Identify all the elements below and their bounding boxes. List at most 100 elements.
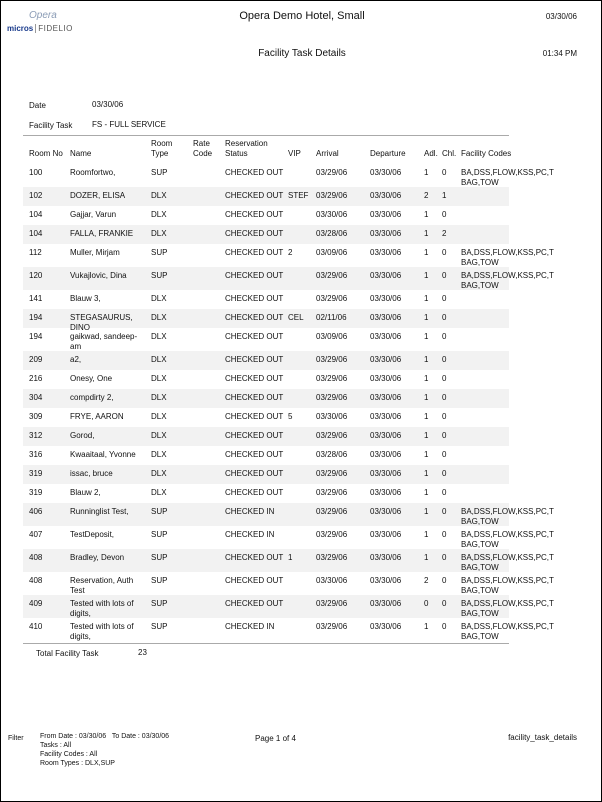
cell-codes: BA,DSS,FLOW,KSS,PC,T BAG,TOW (461, 553, 554, 572)
cell-room: 112 (29, 248, 42, 257)
table-row: 407 TestDeposit, SUP CHECKED IN 03/29/06 03/3… (23, 526, 554, 549)
cell-name: Blauw 2, (70, 488, 101, 497)
table-row: 410 Tested with lots of digits, SUP CHECKED… (23, 618, 554, 641)
cell-room: 409 (29, 599, 43, 608)
cell-chl: 0 (442, 332, 447, 341)
cell-arr: 03/29/06 (316, 393, 348, 402)
cell-vip: 5 (288, 412, 293, 421)
cell-arr: 03/09/06 (316, 332, 348, 341)
table-row: 104 Gajjar, Varun DLX CHECKED OUT 03/30/06 03… (23, 206, 509, 225)
cell-room: 194 (29, 332, 43, 341)
cell-name: Reservation, Auth Test (70, 576, 134, 595)
cell-arr: 03/30/06 (316, 412, 348, 421)
cell-arr: 03/09/06 (316, 248, 348, 257)
cell-adl: 1 (424, 553, 429, 562)
cell-arr: 03/30/06 (316, 210, 348, 219)
cell-chl: 0 (442, 210, 447, 219)
cell-status: CHECKED OUT (225, 374, 284, 383)
table-row: 312 Gorod, DLX CHECKED OUT 03/29/06 03/30/06 1… (23, 427, 509, 446)
cell-adl: 1 (424, 530, 429, 539)
cell-status: CHECKED OUT (225, 210, 284, 219)
task-table: 100 Roomfortwo, SUP CHECKED OUT 03/29/06 03/3… (23, 164, 554, 641)
cell-codes: BA,DSS,FLOW,KSS,PC,T BAG,TOW (461, 271, 554, 290)
cell-chl: 0 (442, 469, 447, 478)
col-facility-codes: Facility Codes (461, 149, 512, 158)
cell-adl: 2 (424, 576, 429, 585)
cell-name: Gorod, (70, 431, 95, 440)
col-room-type: Room Type (151, 139, 173, 158)
col-reservation-status: Reservation Status (225, 139, 268, 158)
cell-arr: 03/29/06 (316, 168, 348, 177)
cell-chl: 0 (442, 393, 447, 402)
cell-vip: 1 (288, 553, 293, 562)
cell-dep: 03/30/06 (370, 412, 402, 421)
date-label: Date (29, 101, 46, 110)
cell-arr: 03/29/06 (316, 294, 348, 303)
cell-room: 319 (29, 469, 43, 478)
cell-name: Kwaaitaal, Yvonne (70, 450, 136, 459)
cell-adl: 1 (424, 393, 429, 402)
cell-room: 309 (29, 412, 43, 421)
table-row: 141 Blauw 3, DLX CHECKED OUT 03/29/06 03/30/0… (23, 290, 509, 309)
cell-adl: 1 (424, 355, 429, 364)
cell-type: DLX (151, 229, 167, 238)
cell-adl: 1 (424, 248, 429, 257)
cell-adl: 1 (424, 271, 429, 280)
cell-type: SUP (151, 271, 168, 280)
cell-dep: 03/30/06 (370, 553, 402, 562)
cell-chl: 0 (442, 450, 447, 459)
cell-arr: 03/29/06 (316, 271, 348, 280)
cell-adl: 1 (424, 332, 429, 341)
cell-name: issac, bruce (70, 469, 113, 478)
cell-status: CHECKED OUT (225, 393, 284, 402)
cell-adl: 1 (424, 313, 429, 322)
cell-status: CHECKED OUT (225, 191, 284, 200)
cell-type: DLX (151, 412, 167, 421)
cell-chl: 0 (442, 294, 447, 303)
cell-arr: 03/29/06 (316, 599, 348, 608)
cell-arr: 03/29/06 (316, 191, 348, 200)
table-row: 209 a2, DLX CHECKED OUT 03/29/06 03/30/06 1 0 (23, 351, 509, 370)
facility-task-value: FS - FULL SERVICE (92, 120, 166, 129)
facility-task-label: Facility Task (29, 121, 73, 130)
cell-adl: 1 (424, 622, 429, 631)
cell-dep: 03/30/06 (370, 332, 402, 341)
cell-status: CHECKED OUT (225, 553, 284, 562)
cell-name: compdirty 2, (70, 393, 114, 402)
table-row: 194 gaikwad, sandeep-am DLX CHECKED OUT 03/0… (23, 328, 509, 351)
cell-status: CHECKED OUT (225, 332, 284, 341)
cell-status: CHECKED OUT (225, 168, 284, 177)
table-row: 409 Tested with lots of digits, SUP CHECKED… (23, 595, 554, 618)
total-label: Total Facility Task (36, 649, 99, 658)
cell-arr: 03/29/06 (316, 530, 348, 539)
cell-chl: 0 (442, 507, 447, 516)
cell-dep: 03/30/06 (370, 530, 402, 539)
table-row: 100 Roomfortwo, SUP CHECKED OUT 03/29/06 03/3… (23, 164, 554, 187)
cell-chl: 0 (442, 553, 447, 562)
cell-status: CHECKED OUT (225, 248, 284, 257)
cell-status: CHECKED OUT (225, 229, 284, 238)
page-number: Page 1 of 4 (255, 734, 296, 743)
cell-name: Blauw 3, (70, 294, 101, 303)
table-row: 319 Blauw 2, DLX CHECKED OUT 03/29/06 03/30/0… (23, 484, 509, 503)
cell-room: 120 (29, 271, 43, 280)
cell-chl: 0 (442, 313, 447, 322)
cell-adl: 1 (424, 507, 429, 516)
cell-vip: 2 (288, 248, 293, 257)
total-value: 23 (138, 648, 147, 657)
col-adl: Adl. (424, 149, 438, 158)
cell-status: CHECKED OUT (225, 431, 284, 440)
table-row: 112 Muller, Mirjam SUP CHECKED OUT 2 03/09/06… (23, 244, 554, 267)
cell-status: CHECKED OUT (225, 294, 284, 303)
cell-chl: 0 (442, 355, 447, 364)
cell-chl: 1 (442, 191, 447, 200)
cell-room: 312 (29, 431, 43, 440)
cell-type: SUP (151, 622, 168, 631)
cell-type: SUP (151, 599, 168, 608)
cell-adl: 1 (424, 168, 429, 177)
cell-room: 408 (29, 576, 43, 585)
col-vip: VIP (288, 149, 301, 158)
col-room-no: Room No (29, 149, 63, 158)
cell-type: DLX (151, 191, 167, 200)
